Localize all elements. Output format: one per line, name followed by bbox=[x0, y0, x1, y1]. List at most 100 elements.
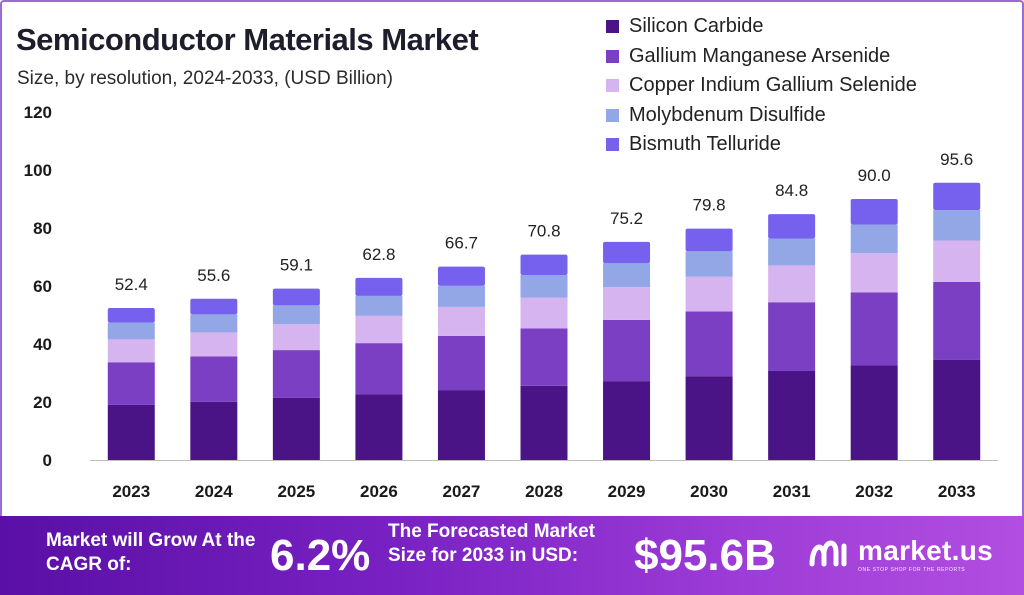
bar-segment bbox=[107, 322, 155, 340]
bar-segment bbox=[272, 288, 320, 306]
summary-banner: Market will Grow At the CAGR of: 6.2% Th… bbox=[0, 516, 1024, 595]
bar-segment bbox=[685, 376, 733, 460]
chart-subtitle: Size, by resolution, 2024-2033, (USD Bil… bbox=[17, 68, 393, 89]
bar-segment bbox=[850, 253, 898, 293]
forecast-value: $95.6B bbox=[634, 531, 776, 580]
bar-segment bbox=[190, 332, 238, 357]
bar-segment bbox=[190, 401, 238, 460]
bar-segment bbox=[520, 328, 568, 386]
bar-segment bbox=[355, 343, 403, 395]
x-tick-label: 2032 bbox=[855, 482, 893, 501]
bar-segment bbox=[107, 339, 155, 363]
stacked-bar-chart: 0 20 40 60 80 100 120 52.4 2023 55.6 2024 59.1 2025 6… bbox=[24, 103, 998, 501]
bar-total-label: 79.8 bbox=[693, 196, 726, 215]
bar-total-label: 70.8 bbox=[527, 222, 560, 241]
legend-label: Silicon Carbide bbox=[629, 15, 764, 38]
bar-segment bbox=[272, 305, 320, 325]
bar-segment bbox=[768, 370, 816, 460]
chart-card: Semiconductor Materials Market Size, by … bbox=[0, 0, 1024, 516]
bar-segment bbox=[768, 265, 816, 303]
bar-segment bbox=[520, 254, 568, 275]
brand-name: market.us bbox=[858, 534, 993, 566]
y-tick-label: 20 bbox=[33, 393, 52, 412]
bar-segment bbox=[272, 324, 320, 351]
bar-segment bbox=[768, 238, 816, 266]
bar-segment bbox=[190, 298, 238, 315]
cagr-value: 6.2% bbox=[270, 531, 371, 580]
bar-total-label: 90.0 bbox=[858, 166, 891, 185]
y-tick-label: 80 bbox=[33, 219, 52, 238]
bar-segment bbox=[603, 287, 651, 320]
bar-segment bbox=[355, 315, 403, 344]
bar-total-label: 66.7 bbox=[445, 234, 478, 253]
legend-item: Bismuth Telluride bbox=[606, 130, 917, 160]
bar-segment bbox=[933, 240, 981, 282]
bar-segment bbox=[190, 356, 238, 402]
bar-segment bbox=[603, 241, 651, 264]
bar-segment bbox=[850, 292, 898, 366]
bar-segment bbox=[850, 224, 898, 254]
legend-item: Copper Indium Gallium Selenide bbox=[606, 71, 917, 101]
y-tick-label: 120 bbox=[24, 103, 52, 122]
y-tick-label: 0 bbox=[43, 451, 52, 470]
y-tick-label: 40 bbox=[33, 335, 52, 354]
bar-total-label: 75.2 bbox=[610, 209, 643, 228]
bar-segment bbox=[437, 266, 485, 286]
brand-tagline: ONE STOP SHOP FOR THE REPORTS bbox=[858, 566, 966, 573]
legend-swatch bbox=[606, 20, 619, 34]
bar-total-label: 52.4 bbox=[115, 275, 148, 294]
bar-total-label: 55.6 bbox=[197, 266, 230, 285]
x-tick-label: 2030 bbox=[690, 482, 728, 501]
bar-segment bbox=[685, 228, 733, 252]
bar-segment bbox=[768, 214, 816, 239]
bar-segment bbox=[520, 385, 568, 460]
bar-segment bbox=[933, 281, 981, 360]
x-tick-label: 2026 bbox=[360, 482, 398, 501]
legend-item: Gallium Manganese Arsenide bbox=[606, 42, 917, 72]
legend-swatch bbox=[606, 138, 619, 152]
bar-segment bbox=[272, 397, 320, 460]
forecast-label: The Forecasted Market Size for 2033 in U… bbox=[388, 521, 595, 566]
x-tick-label: 2024 bbox=[195, 482, 233, 501]
bar-segment bbox=[603, 319, 651, 382]
bar-segment bbox=[603, 381, 651, 460]
bar-segment bbox=[107, 362, 155, 405]
bar-total-label: 62.8 bbox=[362, 245, 395, 264]
bar-segment bbox=[272, 350, 320, 398]
x-tick-label: 2031 bbox=[773, 482, 811, 501]
bar-segment bbox=[520, 297, 568, 329]
x-tick-label: 2029 bbox=[608, 482, 646, 501]
y-tick-label: 60 bbox=[33, 277, 52, 296]
bar-segment bbox=[437, 306, 485, 336]
bar-segment bbox=[768, 302, 816, 371]
bar-segment bbox=[933, 210, 981, 241]
bar-total-label: 95.6 bbox=[940, 150, 973, 169]
bar-segment bbox=[685, 311, 733, 377]
brand[interactable]: market.us ONE STOP SHOP FOR THE REPORTS bbox=[808, 534, 993, 574]
bar-segment bbox=[603, 263, 651, 288]
bar-segment bbox=[355, 295, 403, 316]
legend-swatch bbox=[606, 108, 619, 122]
bar-segment bbox=[190, 314, 238, 333]
bar-segment bbox=[107, 308, 155, 323]
legend-swatch bbox=[606, 79, 619, 93]
y-tick-label: 100 bbox=[24, 161, 52, 180]
legend-swatch bbox=[606, 49, 619, 63]
x-tick-label: 2025 bbox=[277, 482, 315, 501]
bar-segment bbox=[850, 365, 898, 460]
bar-segment bbox=[520, 274, 568, 298]
x-tick-label: 2027 bbox=[443, 482, 481, 501]
cagr-label: Market will Grow At the CAGR of: bbox=[46, 530, 256, 575]
chart-title: Semiconductor Materials Market bbox=[16, 22, 479, 57]
bar-segment bbox=[355, 394, 403, 460]
bar-segment bbox=[437, 335, 485, 391]
x-tick-label: 2023 bbox=[112, 482, 150, 501]
bar-segment bbox=[107, 404, 155, 460]
chart-legend: Silicon Carbide Gallium Manganese Arsenid… bbox=[606, 12, 917, 160]
bar-segment bbox=[933, 359, 981, 460]
bar-segment bbox=[933, 182, 981, 211]
x-tick-label: 2028 bbox=[525, 482, 563, 501]
market-us-logo-icon bbox=[809, 540, 847, 567]
bar-total-label: 59.1 bbox=[280, 256, 313, 275]
bar-segment bbox=[850, 199, 898, 225]
